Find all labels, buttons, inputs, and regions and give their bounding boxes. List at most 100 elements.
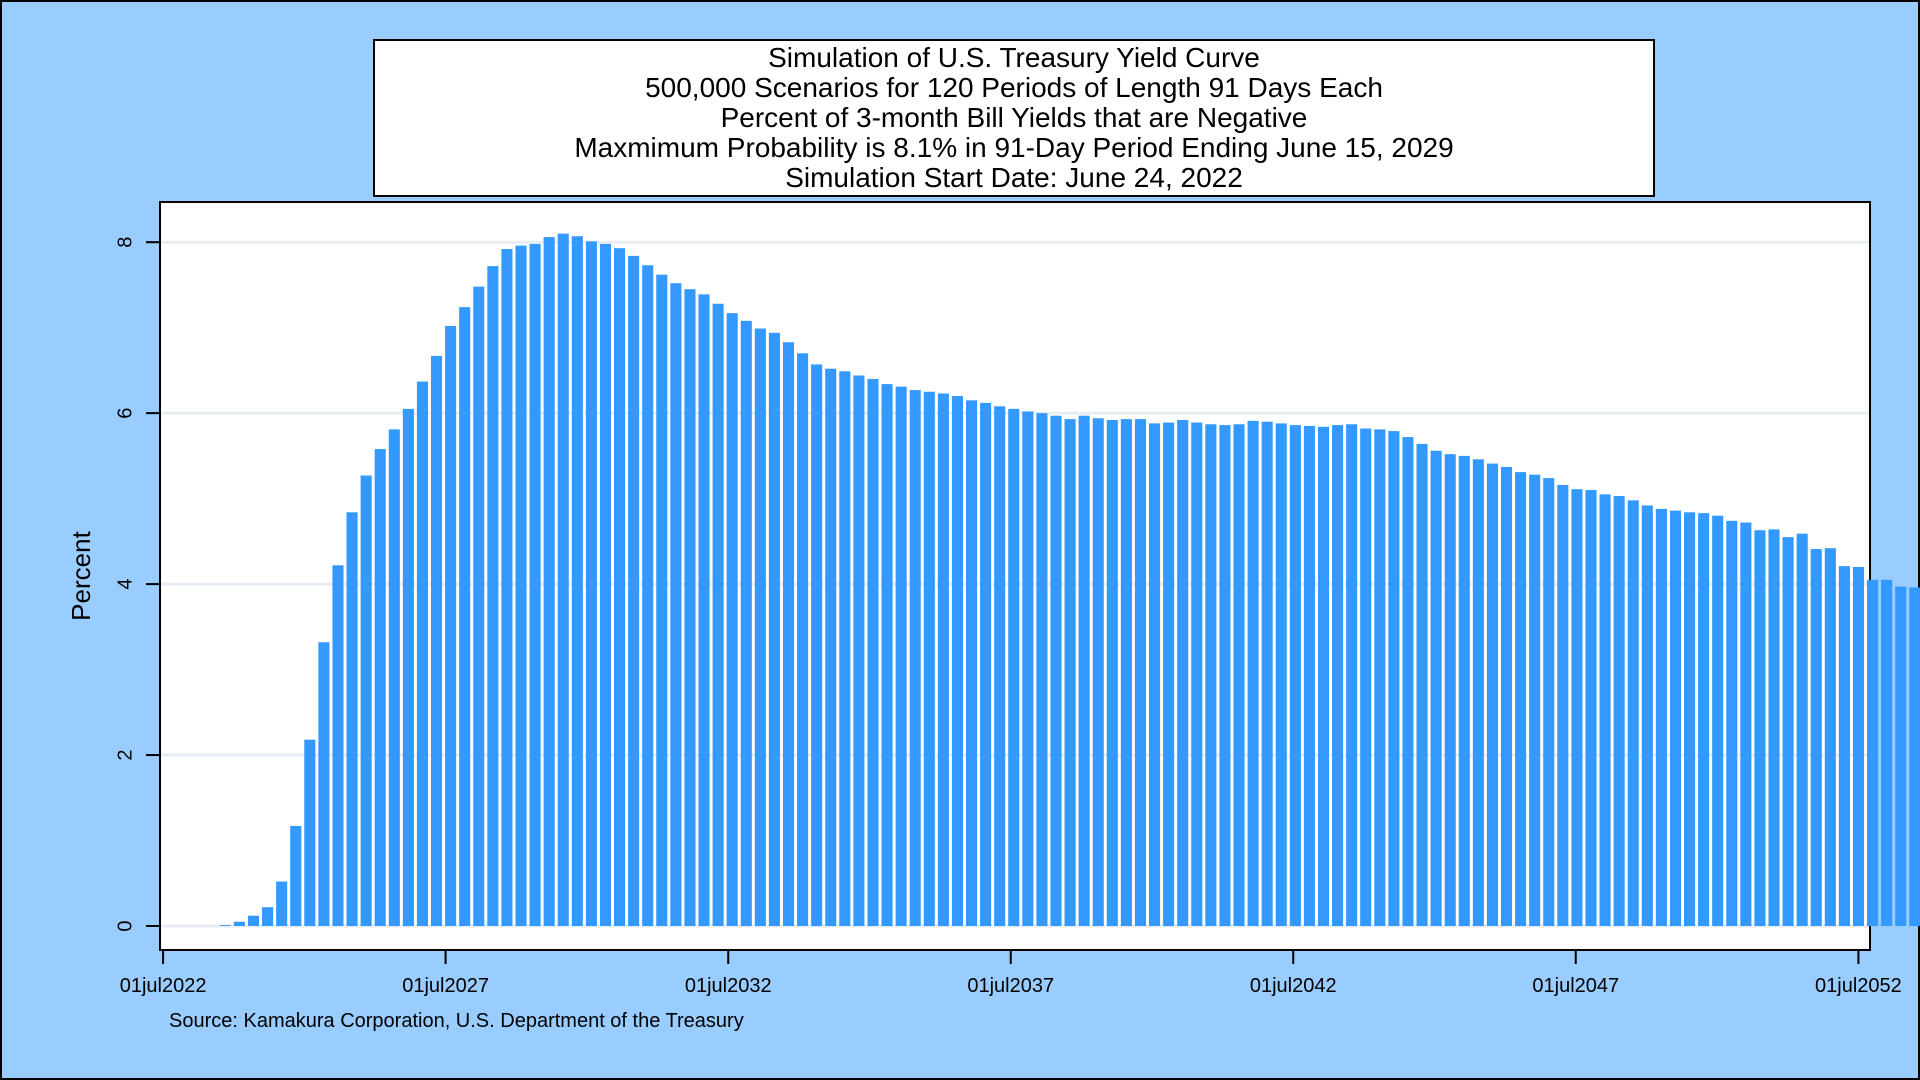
- bar-41: [726, 313, 738, 926]
- y-tick-label-2: 4: [114, 579, 136, 590]
- bar-18: [402, 408, 414, 927]
- chart-title-line-1: Simulation of U.S. Treasury Yield Curve: [768, 42, 1260, 73]
- bar-95: [1486, 463, 1498, 926]
- bar-125: [1909, 587, 1920, 926]
- bar-34: [628, 255, 640, 926]
- bar-79: [1261, 421, 1273, 926]
- bar-91: [1430, 450, 1442, 926]
- bar-13: [332, 565, 344, 926]
- bar-29: [557, 233, 569, 927]
- bar-93: [1458, 455, 1470, 926]
- bar-12: [318, 642, 330, 926]
- bar-38: [684, 289, 696, 926]
- bar-86: [1360, 428, 1372, 926]
- bar-20: [430, 355, 443, 927]
- bar-106: [1641, 505, 1653, 926]
- bar-11: [304, 739, 316, 926]
- bar-24: [487, 266, 499, 927]
- bar-111: [1712, 515, 1724, 926]
- bar-9: [276, 881, 288, 926]
- bar-101: [1571, 489, 1583, 926]
- bar-69: [1120, 419, 1132, 926]
- bar-78: [1247, 420, 1259, 926]
- bar-115: [1768, 529, 1780, 926]
- bar-58: [965, 400, 978, 927]
- bar-60: [994, 406, 1006, 926]
- bar-124: [1895, 586, 1907, 926]
- x-tick-label-1: 01jul2027: [402, 975, 489, 997]
- bar-114: [1754, 530, 1766, 926]
- bar-48: [825, 368, 837, 926]
- axes: 0 2 4 6 8 01jul2022 01jul2027 01jul2032 01jul203…: [114, 237, 1902, 997]
- bar-25: [501, 249, 513, 926]
- bar-80: [1275, 423, 1287, 926]
- bar-120: [1838, 566, 1850, 926]
- bar-73: [1177, 419, 1189, 926]
- bars: [219, 233, 1920, 927]
- bar-35: [642, 265, 654, 926]
- bar-82: [1303, 425, 1315, 926]
- bar-77: [1233, 424, 1245, 926]
- bar-112: [1726, 520, 1738, 926]
- bar-99: [1543, 478, 1555, 926]
- bar-66: [1078, 415, 1090, 926]
- chart-title-box: Simulation of U.S. Treasury Yield Curve …: [373, 39, 1655, 197]
- bar-76: [1219, 425, 1231, 926]
- bar-22: [459, 307, 471, 927]
- bar-75: [1205, 424, 1217, 926]
- y-tick-label-3: 6: [114, 408, 136, 419]
- bar-30: [571, 236, 583, 926]
- bar-118: [1810, 549, 1822, 926]
- bar-32: [599, 243, 612, 926]
- bar-23: [473, 286, 485, 927]
- bar-104: [1613, 496, 1625, 926]
- bar-121: [1852, 567, 1865, 926]
- x-tick-label-6: 01jul2052: [1815, 975, 1902, 997]
- bar-63: [1036, 413, 1048, 927]
- bar-57: [951, 396, 963, 926]
- bar-68: [1106, 419, 1118, 926]
- chart-title-line-5: Simulation Start Date: June 24, 2022: [785, 162, 1243, 193]
- bar-65: [1064, 419, 1076, 926]
- bar-56: [937, 393, 949, 926]
- x-tick-label-0: 01jul2022: [120, 975, 207, 997]
- bar-52: [881, 384, 893, 927]
- bar-42: [740, 320, 752, 926]
- bar-21: [445, 325, 457, 926]
- bar-46: [797, 353, 809, 926]
- y-tick-label-1: 2: [114, 749, 136, 760]
- bar-10: [290, 825, 302, 926]
- bar-62: [1022, 411, 1034, 926]
- bar-97: [1515, 472, 1527, 926]
- bar-109: [1684, 512, 1696, 926]
- bar-71: [1149, 423, 1161, 926]
- bar-54: [909, 390, 921, 926]
- bar-39: [698, 294, 710, 927]
- bar-16: [374, 449, 386, 926]
- y-axis-label: Percent: [66, 530, 96, 620]
- bar-47: [811, 364, 823, 927]
- chart-title-line-2: 500,000 Scenarios for 120 Periods of Len…: [645, 72, 1383, 103]
- bar-87: [1374, 429, 1386, 926]
- bar-49: [839, 371, 851, 926]
- bar-119: [1824, 548, 1836, 926]
- bar-74: [1191, 422, 1203, 926]
- bar-105: [1627, 500, 1639, 926]
- bar-88: [1388, 431, 1400, 926]
- bar-26: [515, 245, 527, 927]
- bar-36: [656, 274, 668, 927]
- bar-31: [585, 241, 597, 927]
- bar-19: [416, 381, 428, 926]
- x-tick-label-3: 01jul2037: [967, 975, 1054, 997]
- bar-17: [388, 429, 400, 926]
- bar-8: [262, 907, 274, 926]
- bar-40: [712, 303, 724, 926]
- bar-53: [895, 386, 907, 926]
- bar-45: [782, 342, 795, 926]
- bar-61: [1008, 408, 1020, 927]
- bar-50: [853, 375, 865, 926]
- bar-103: [1599, 494, 1611, 926]
- x-tick-label-2: 01jul2032: [685, 975, 772, 997]
- bar-89: [1402, 437, 1414, 926]
